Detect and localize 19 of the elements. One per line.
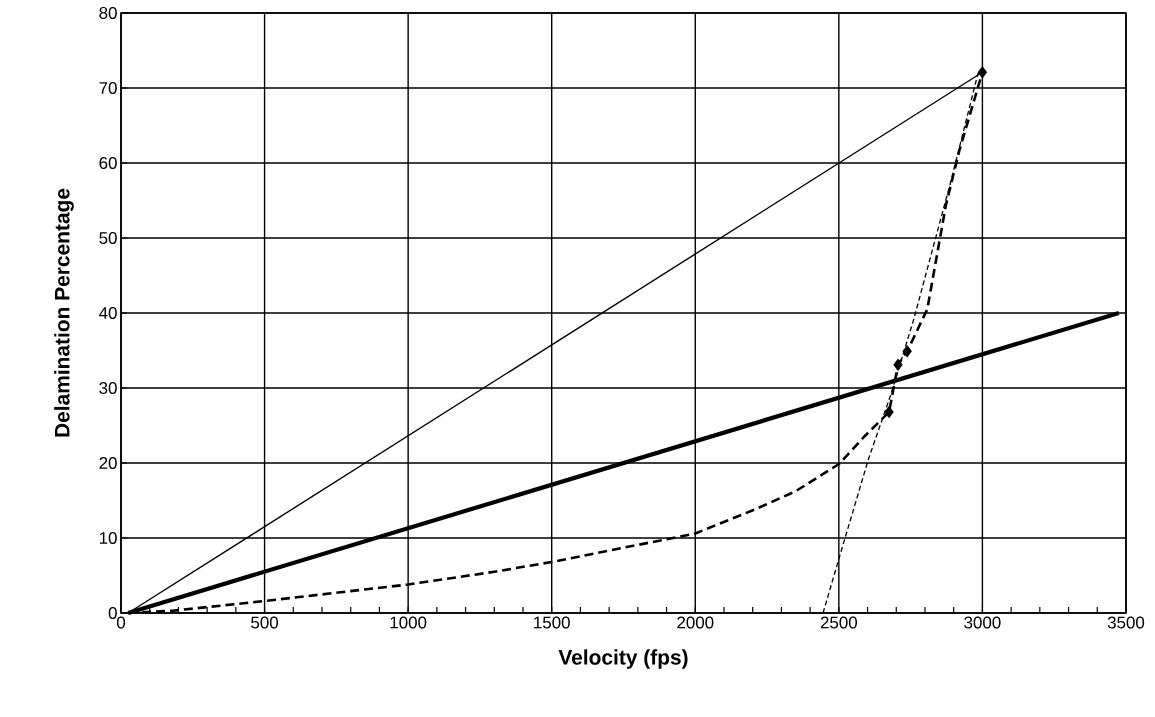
x-axis-title: Velocity (fps) <box>558 649 688 669</box>
y-tick-label: 70 <box>99 82 117 94</box>
y-tick-label: 0 <box>108 607 117 619</box>
y-axis-title: Delamination Percentage <box>54 188 74 437</box>
y-tick-label: 40 <box>99 307 117 319</box>
x-tick-label: 3500 <box>1107 616 1145 629</box>
y-tick-label: 30 <box>99 382 117 394</box>
y-tick-label: 60 <box>99 157 117 169</box>
y-tick-label: 20 <box>99 457 117 469</box>
x-tick-label: 1500 <box>534 616 570 629</box>
x-tick-label: 0 <box>116 616 126 629</box>
x-tick-label: 500 <box>251 616 279 629</box>
x-tick-label: 1000 <box>390 616 427 629</box>
x-tick-label: 2500 <box>820 616 858 629</box>
y-tick-label: 50 <box>99 232 117 244</box>
x-tick-label: 3000 <box>964 616 1001 629</box>
x-tick-label: 2000 <box>677 616 714 629</box>
y-tick-label: 10 <box>99 532 117 544</box>
y-tick-label: 80 <box>99 7 117 19</box>
